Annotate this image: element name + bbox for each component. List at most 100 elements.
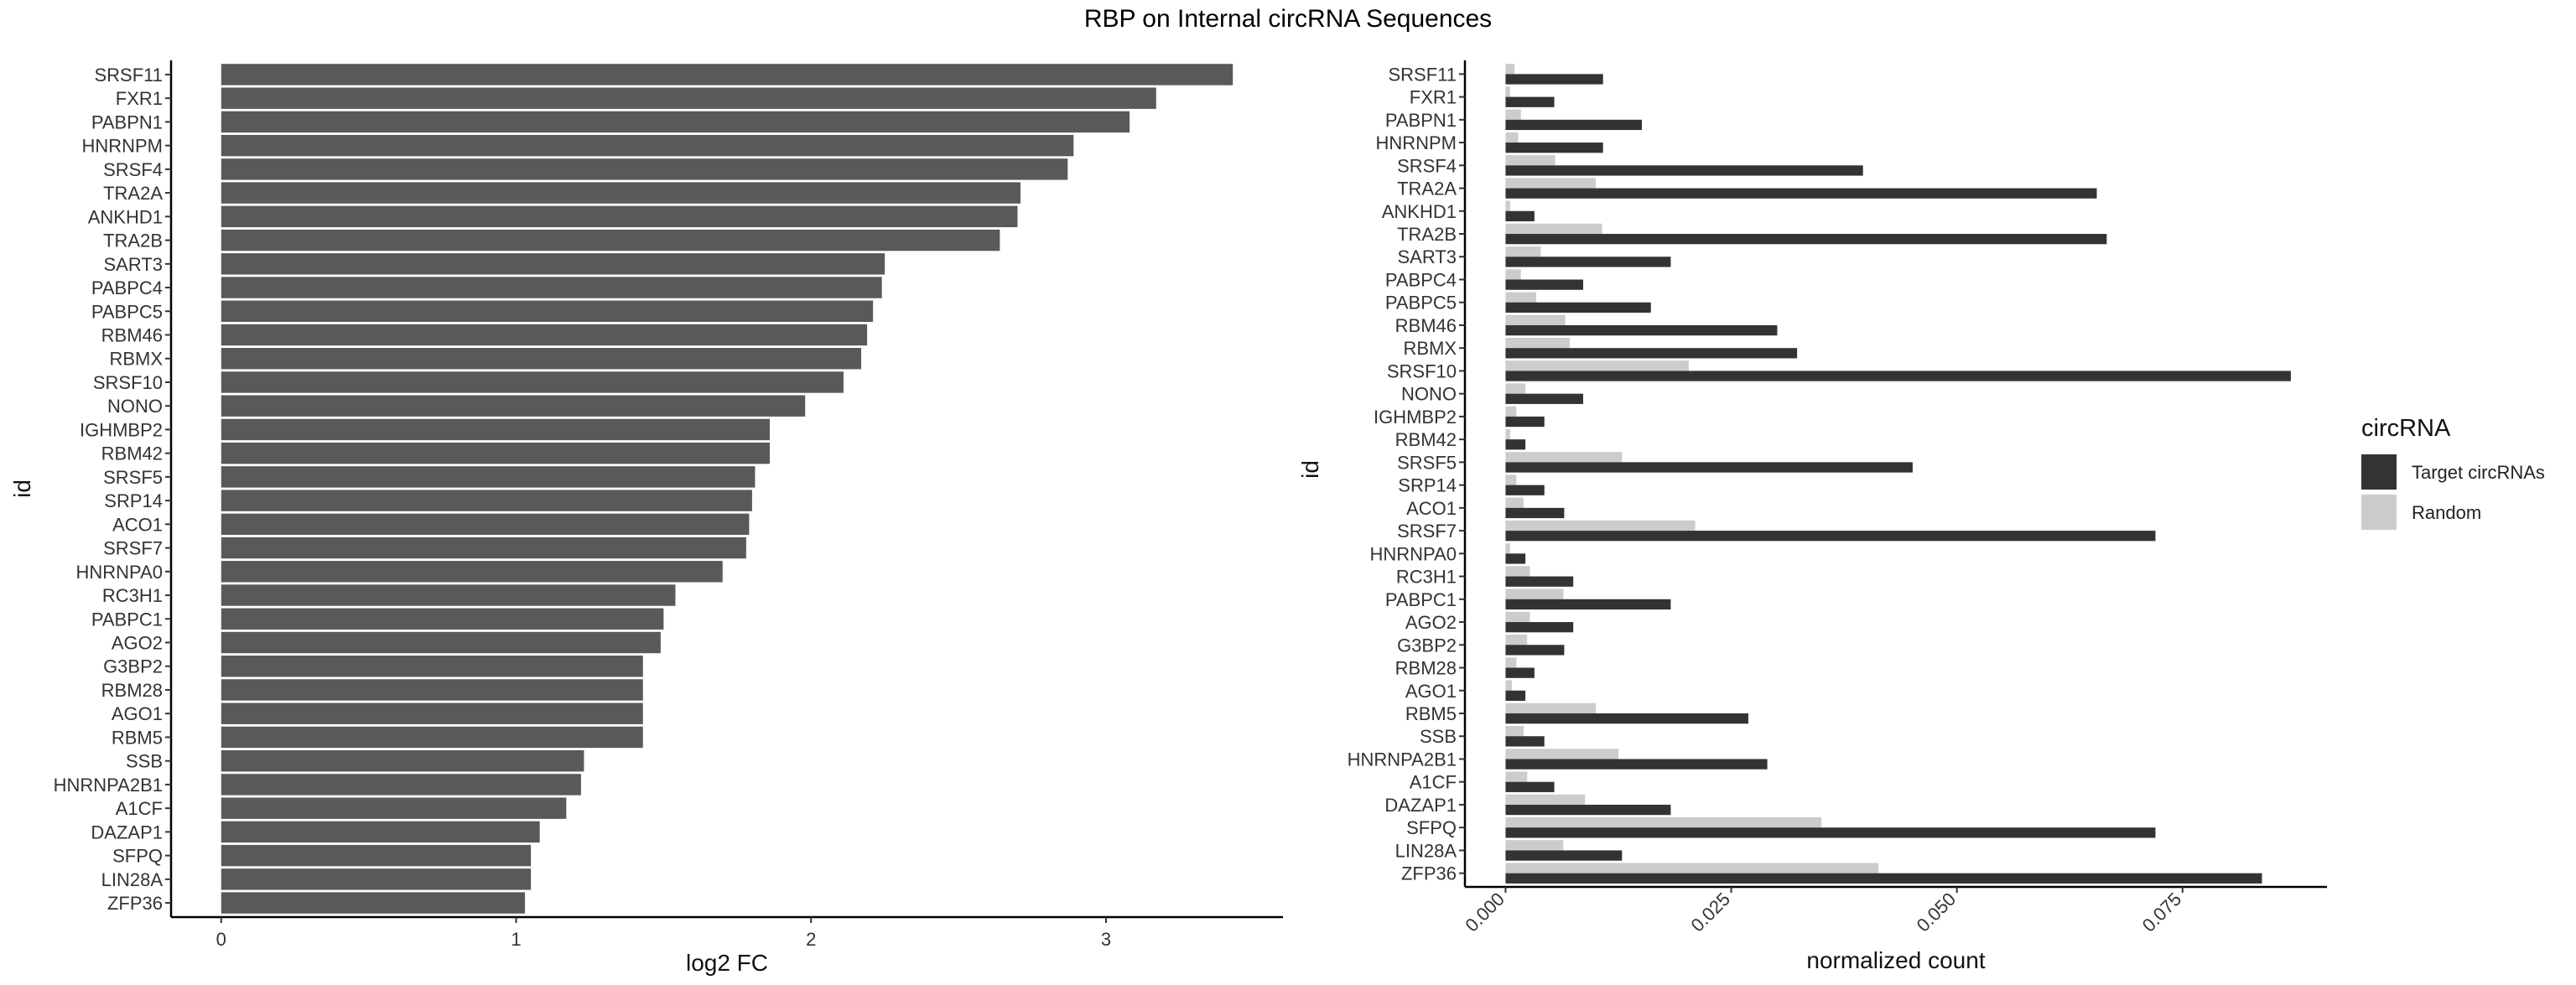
right-panel-y-tick-label: SRSF5 [1397, 452, 1457, 473]
right-panel-y-tick-label: HNRNPA0 [1369, 543, 1457, 564]
target-bar-aco1 [1505, 507, 1565, 519]
target-bar-ssb [1505, 736, 1545, 747]
target-bar-rbmx [1505, 348, 1798, 359]
target-bar-pabpc1 [1505, 599, 1671, 610]
target-bar-srsf7 [1505, 531, 2156, 542]
log2fc-bar-srsf10 [221, 371, 844, 393]
left-panel-y-tick-label: RC3H1 [102, 585, 163, 606]
right-panel-y-tick-label: LIN28A [1395, 840, 1457, 861]
left-panel-y-tick-label: SFPQ [112, 846, 163, 867]
right-panel-x-tick-label: 0.000 [1461, 889, 1509, 936]
random-bar-hnrnpm [1505, 132, 1519, 143]
left-panel-y-tick-label: A1CF [116, 798, 163, 819]
right-panel-y-tick-label: HNRNPM [1375, 132, 1457, 153]
right-panel-y-tick-label: SRSF11 [1388, 64, 1457, 85]
left-panel-y-tick-label: AGO1 [112, 703, 163, 724]
left-panel-y-tick-label: LIN28A [101, 869, 164, 890]
target-bar-pabpn1 [1505, 119, 1642, 131]
log2fc-bar-sart3 [221, 253, 886, 275]
random-bar-rbm46 [1505, 314, 1566, 325]
log2fc-bar-srsf4 [221, 158, 1068, 180]
left-panel-y-tick-label: PABPC5 [91, 301, 163, 322]
random-bar-pabpc4 [1505, 269, 1521, 280]
right-panel-y-tick-label: RBM46 [1395, 315, 1457, 336]
left-panel-y-tick-label: RBM42 [101, 443, 163, 464]
legend-label: Target circRNAs [2412, 462, 2545, 483]
right-panel-y-tick-label: SRSF4 [1397, 155, 1457, 176]
log2fc-bar-ago1 [221, 702, 643, 724]
log2fc-bar-pabpc1 [221, 608, 664, 630]
random-bar-tra2b [1505, 223, 1602, 235]
right-panel-y-axis-title: id [1297, 460, 1323, 479]
right-panel-y-tick-label: RC3H1 [1396, 567, 1457, 588]
left-panel-y-tick-label: SART3 [103, 254, 163, 275]
left-panel-y-tick-label: ANKHD1 [88, 206, 163, 227]
target-bar-ago2 [1505, 622, 1574, 633]
log2fc-bar-hnrnpa2b1 [221, 774, 581, 796]
left-panel-y-tick-label: IGHMBP2 [80, 419, 163, 440]
log2fc-bar-srp14 [221, 490, 752, 511]
random-bar-a1cf [1505, 771, 1528, 782]
left-panel-y-tick-label: TRA2A [103, 183, 163, 204]
left-panel-x-axis-title: log2 FC [686, 950, 768, 976]
left-panel-y-tick-label: PABPC1 [91, 609, 163, 630]
log2fc-bar-rbmx [221, 348, 862, 370]
random-bar-ssb [1505, 725, 1524, 737]
random-bar-srsf5 [1505, 452, 1623, 463]
right-panel-y-tick-label: RBM5 [1405, 703, 1457, 724]
random-bar-lin28a [1505, 840, 1564, 851]
target-bar-srp14 [1505, 485, 1545, 495]
random-bar-srsf7 [1505, 520, 1696, 531]
random-bar-rc3h1 [1505, 566, 1530, 577]
right-panel-y-tick-label: G3BP2 [1397, 635, 1457, 656]
random-bar-srsf11 [1505, 64, 1515, 75]
log2fc-bar-rc3h1 [221, 584, 676, 606]
target-bar-hnrnpa2b1 [1505, 759, 1768, 770]
random-bar-srsf4 [1505, 155, 1555, 166]
right-panel-x-axis-title: normalized count [1806, 947, 1985, 973]
chart-title: RBP on Internal circRNA Sequences [1084, 5, 1492, 33]
target-bar-lin28a [1505, 850, 1623, 861]
log2fc-bar-aco1 [221, 513, 750, 536]
right-panel-y-tick-label: PABPN1 [1385, 110, 1457, 131]
target-bar-zfp36 [1505, 873, 2262, 884]
right-panel-y-tick-label: ZFP36 [1401, 863, 1457, 884]
random-bar-sart3 [1505, 246, 1541, 257]
log2fc-bar-rbm5 [221, 726, 643, 749]
right-panel-y-tick-label: SART3 [1397, 246, 1457, 267]
target-bar-pabpc4 [1505, 279, 1584, 290]
right-panel-y-tick-label: SSB [1420, 726, 1457, 747]
random-bar-tra2a [1505, 178, 1597, 189]
left-panel-y-tick-label: HNRNPA0 [75, 562, 163, 583]
random-bar-rbm42 [1505, 428, 1510, 440]
right-panel-y-tick-label: SRSF7 [1397, 521, 1457, 542]
random-bar-rbm5 [1505, 702, 1597, 713]
log2fc-bar-hnrnpa0 [221, 561, 723, 583]
target-bar-ankhd1 [1505, 210, 1535, 222]
right-panel-y-tick-label: NONO [1401, 384, 1457, 405]
target-bar-rbm28 [1505, 667, 1535, 678]
log2fc-bar-tra2a [221, 182, 1021, 204]
target-bar-hnrnpm [1505, 143, 1603, 153]
right-panel-y-tick-label: IGHMBP2 [1374, 407, 1457, 428]
legend-label: Random [2412, 502, 2481, 523]
left-panel-y-tick-label: SRSF5 [103, 467, 163, 488]
left-panel-y-tick-label: SRSF4 [103, 159, 163, 180]
left-panel-x-tick-label: 2 [806, 929, 816, 950]
right-panel-y-tick-label: ACO1 [1406, 498, 1457, 519]
random-bar-pabpn1 [1505, 109, 1521, 120]
target-bar-rc3h1 [1505, 576, 1574, 587]
target-bar-g3bp2 [1505, 645, 1565, 656]
left-panel-y-tick-label: DAZAP1 [91, 822, 163, 842]
random-bar-rbm28 [1505, 657, 1517, 668]
left-panel-y-tick-label: PABPC4 [91, 277, 163, 298]
left-panel-y-tick-label: HNRNPA2B1 [54, 775, 163, 796]
target-bar-srsf11 [1505, 74, 1603, 85]
legend-swatch [2361, 495, 2397, 530]
target-bar-nono [1505, 393, 1584, 404]
log2fc-bar-rbm42 [221, 442, 770, 464]
random-bar-hnrnpa2b1 [1505, 749, 1618, 759]
